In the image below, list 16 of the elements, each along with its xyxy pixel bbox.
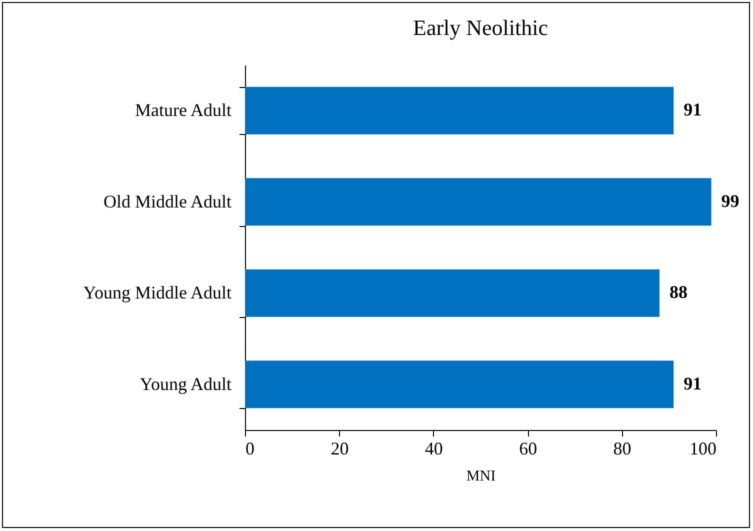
data-label: 88 [669,282,688,302]
y-tick-label: Old Middle Adult [103,191,232,212]
x-tick-label: 100 [690,438,716,458]
x-tick-label: 40 [424,438,443,458]
x-tick-label: 60 [519,438,538,458]
data-label: 99 [721,190,740,211]
y-tick-label: Mature Adult [135,100,232,120]
data-label: 91 [684,373,702,394]
x-tick-label: 0 [246,438,254,458]
x-tick-label: 20 [330,438,349,458]
chart-title: Early Neolithic [412,15,548,40]
y-tick-label: Young Adult [140,374,232,394]
x-tick-label: 80 [613,438,632,458]
data-label: 91 [684,100,702,120]
y-tick-label: Young Middle Adult [83,282,232,303]
x-axis-title: MNI [466,468,496,484]
